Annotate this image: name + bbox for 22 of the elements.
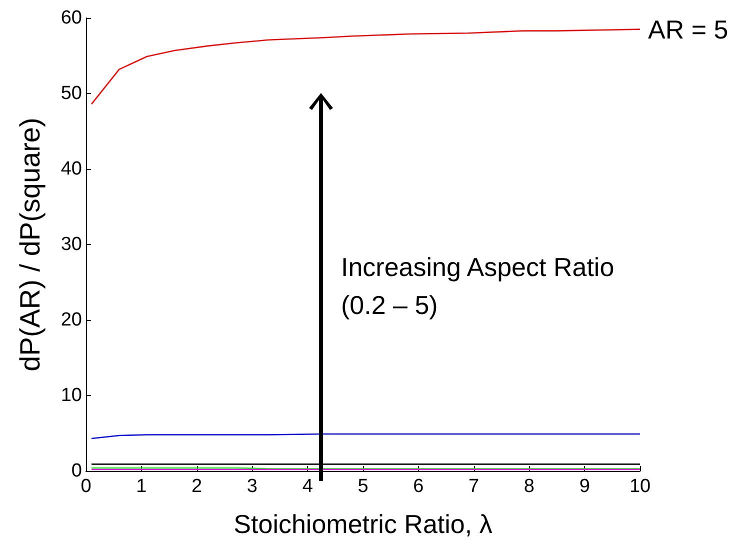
x-axis-title: Stoichiometric Ratio, λ [234, 509, 492, 539]
y-tick-label: 50 [60, 83, 82, 104]
y-tick-label: 20 [60, 310, 82, 330]
x-tick-label: 1 [136, 476, 147, 497]
x-tick-label: 9 [579, 476, 590, 497]
x-tick-label: 4 [302, 476, 314, 497]
x-tick-label: 10 [629, 476, 651, 497]
x-tick-label: 7 [468, 476, 480, 497]
x-tick-label: 5 [358, 476, 368, 497]
y-tick-label: 0 [71, 460, 82, 482]
y-axis-title: dP(AR) / dP(square) [14, 118, 46, 372]
line-series [90, 28, 641, 105]
annotation: AR = 5 [648, 14, 728, 44]
y-tick-label: 60 [60, 8, 82, 28]
x-tick-label: 3 [246, 476, 258, 497]
annotation: Increasing Aspect Ratio (0.2 – 5) [341, 252, 614, 320]
y-tick-label: 10 [60, 385, 82, 406]
y-tick-label: 40 [60, 158, 82, 180]
x-tick-label: 6 [413, 476, 424, 497]
x-tick-label: 2 [192, 476, 202, 497]
y-tick-label: 30 [60, 234, 82, 255]
x-tick-label: 8 [524, 476, 534, 497]
